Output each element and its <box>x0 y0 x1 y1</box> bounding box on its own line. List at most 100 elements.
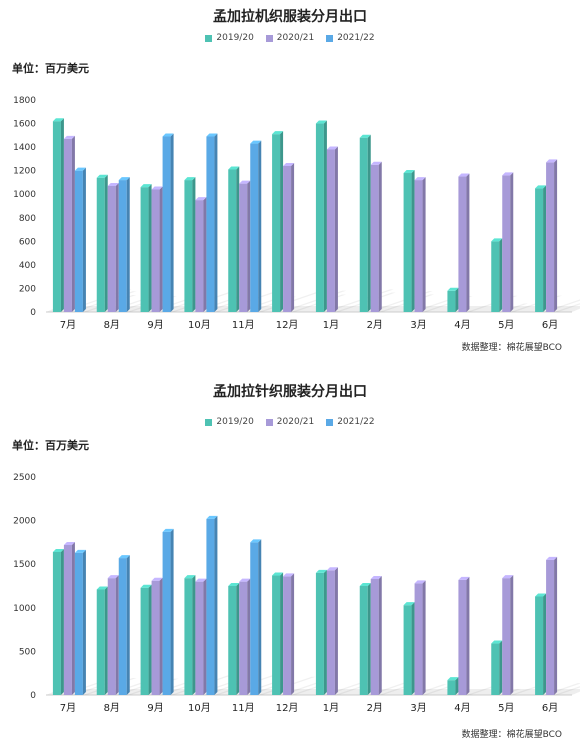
bar-side <box>192 575 196 695</box>
x-category-label: 11月 <box>232 319 255 331</box>
bar-top <box>535 593 547 597</box>
bar-2019-20-9 <box>403 602 415 695</box>
x-category-label: 2月 <box>367 319 383 331</box>
bar-front <box>162 136 171 312</box>
bar-2020-21-11 <box>502 575 514 695</box>
bar-2020-21-5 <box>239 180 251 312</box>
bar-2020-21-2 <box>107 182 119 312</box>
bar-front <box>96 177 105 312</box>
bar-side <box>510 172 514 312</box>
bar-top <box>326 146 338 150</box>
y-tick-label: 2000 <box>13 517 36 527</box>
bar-side <box>543 185 547 312</box>
woven-bar-chart: 0 200 400 600 800 1000 1200 1400 1600 1800 7月 8月 9月 1… <box>13 96 580 331</box>
bar-front <box>447 290 456 312</box>
x-category-label: 3月 <box>410 319 426 331</box>
legend-item-2021-22: 2021/22 <box>326 417 375 427</box>
y-tick-label: 1400 <box>13 143 36 153</box>
bar-2019-20-11 <box>491 640 503 695</box>
bar-side <box>334 146 338 312</box>
bar-front <box>359 137 368 312</box>
bar-2020-21-7 <box>326 146 338 312</box>
bar-side <box>214 515 218 695</box>
bar-front <box>272 575 281 695</box>
bar-2021-22-3 <box>162 528 174 695</box>
x-category-label: 9月 <box>147 702 163 714</box>
legend-label: 2020/21 <box>276 33 315 43</box>
knit-chart-panel: 孟加拉针织服装分月出口 2019/20 2020/21 2021/22 单位：百… <box>0 373 580 746</box>
bar-front <box>118 180 127 312</box>
legend-swatch <box>265 418 273 426</box>
legend: 2019/20 2020/21 2021/22 <box>0 417 580 427</box>
bar-side <box>378 161 382 312</box>
bar-front <box>140 187 149 312</box>
bar-top <box>491 640 503 644</box>
bar-top <box>315 569 327 573</box>
bar-2019-20-7 <box>315 120 327 312</box>
bar-top <box>63 135 75 139</box>
bar-2019-20-8 <box>359 583 371 695</box>
bar-side <box>115 575 119 695</box>
bar-2020-21-5 <box>239 578 251 695</box>
bar-side <box>466 576 470 695</box>
bar-top <box>250 539 262 543</box>
bar-top <box>272 572 284 576</box>
bar-2019-20-6 <box>272 572 284 695</box>
bar-front <box>206 518 215 695</box>
bar-2021-22-5 <box>250 539 262 695</box>
bar-top <box>535 185 547 189</box>
y-tick-label: 2500 <box>13 473 36 483</box>
bar-front <box>283 165 292 312</box>
bar-front <box>535 188 544 312</box>
bar-front <box>403 173 412 312</box>
woven-chart-panel: 孟加拉机织服装分月出口 2019/20 2020/21 2021/22 单位：百… <box>0 0 580 360</box>
bar-2019-20-5 <box>228 583 240 695</box>
bar-front <box>206 136 215 312</box>
x-category-label: 6月 <box>542 702 558 714</box>
bar-top <box>162 133 174 137</box>
bar-top <box>52 118 64 122</box>
bar-side <box>170 133 174 312</box>
legend-item-2019-20: 2019/20 <box>205 417 254 427</box>
bar-top <box>272 131 284 135</box>
bar-top <box>195 197 207 201</box>
bar-top <box>403 170 415 174</box>
x-category-label: 4月 <box>454 319 470 331</box>
bar-side <box>159 577 163 695</box>
bar-side <box>71 542 75 695</box>
bar-front <box>96 589 105 695</box>
bar-front <box>63 138 72 312</box>
bar-front <box>326 149 335 312</box>
bar-top <box>546 556 558 560</box>
bar-top <box>239 578 251 582</box>
bar-front <box>184 578 193 695</box>
bar-side <box>258 539 262 695</box>
bar-2020-21-6 <box>283 573 295 695</box>
bar-side <box>422 177 426 312</box>
bar-front <box>52 121 61 312</box>
bar-side <box>510 575 514 695</box>
bar-front <box>491 643 500 695</box>
bar-front <box>315 123 324 312</box>
bar-side <box>554 159 558 312</box>
x-category-label: 12月 <box>276 702 299 714</box>
bar-2019-20-4 <box>184 177 196 312</box>
unit-label: 单位：百万美元 <box>12 62 89 75</box>
bar-2019-20-9 <box>403 170 415 312</box>
bar-side <box>60 548 64 695</box>
bar-2020-21-3 <box>151 186 163 312</box>
x-category-label: 5月 <box>498 702 514 714</box>
bar-front <box>228 586 237 695</box>
bar-front <box>458 579 467 695</box>
bar-front <box>272 134 281 312</box>
bar-side <box>203 578 207 695</box>
y-tick-label: 1500 <box>13 560 36 570</box>
bar-top <box>458 576 470 580</box>
bar-top <box>63 542 75 546</box>
bar-2021-22-1 <box>74 167 86 312</box>
bar-front <box>118 558 127 695</box>
bar-top <box>546 159 558 163</box>
bar-side <box>104 586 108 695</box>
legend-swatch <box>265 34 273 42</box>
bar-top <box>283 162 295 166</box>
